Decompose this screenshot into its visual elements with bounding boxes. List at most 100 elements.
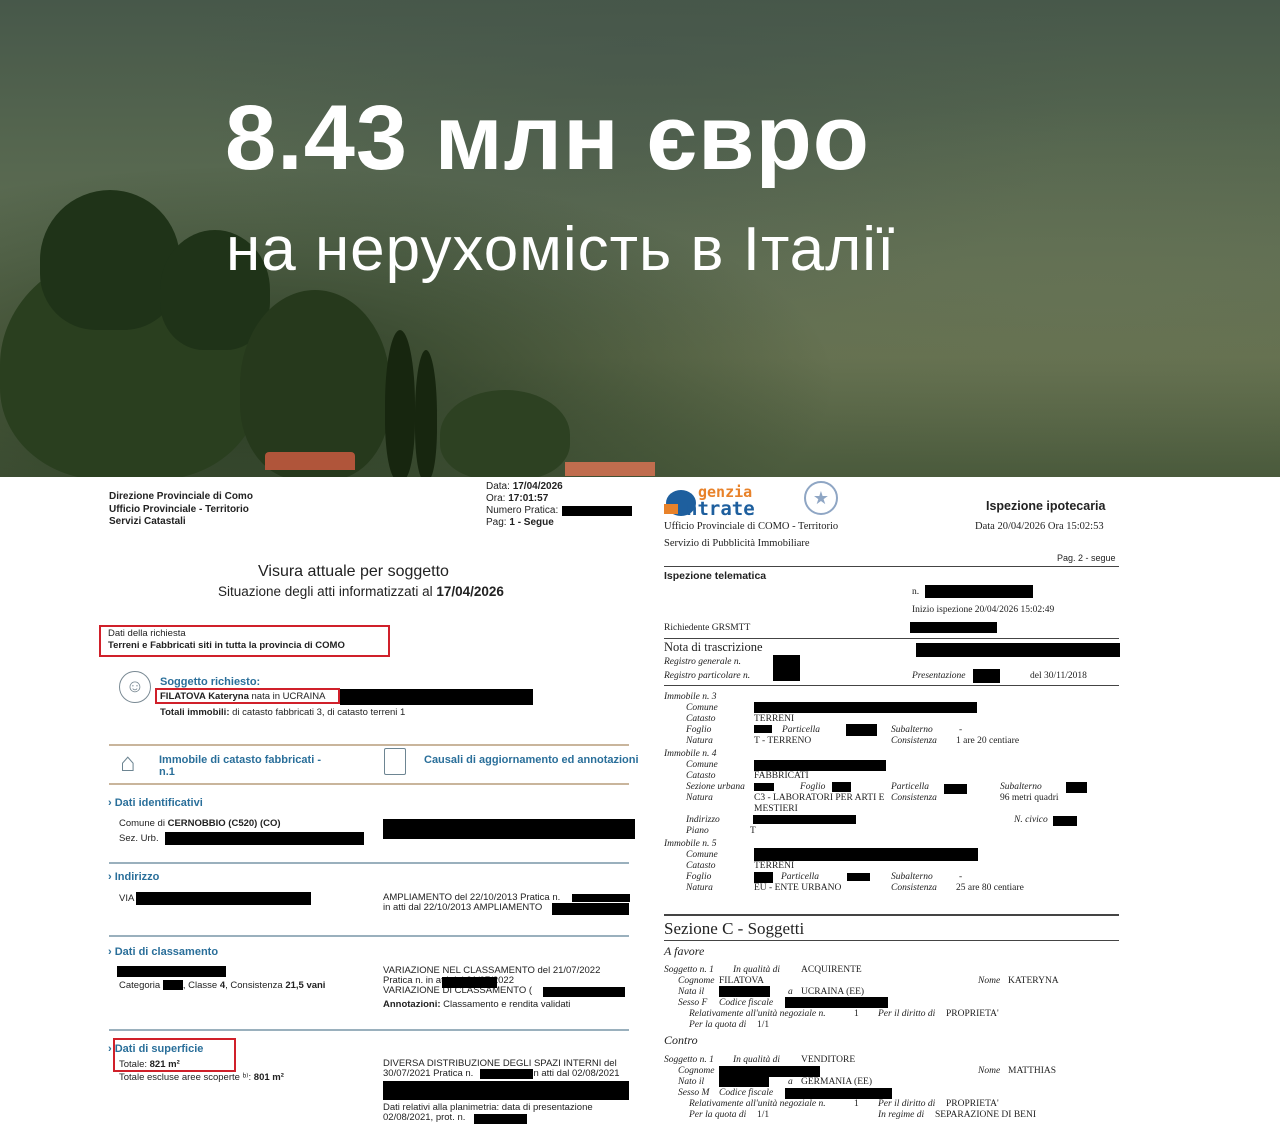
doc-date: 17/04/2026 xyxy=(512,481,563,492)
label: Foglio xyxy=(686,872,712,882)
highlight-box xyxy=(113,1038,236,1072)
label: Subalterno xyxy=(891,725,933,735)
name-value: KATERYNA xyxy=(1008,976,1059,986)
label: Per la quota di xyxy=(689,1020,747,1030)
headline: 8.43 млн євро xyxy=(225,87,871,189)
section-heading: Ispezione telematica xyxy=(664,570,767,582)
label: , Classe xyxy=(182,980,218,991)
classe-value: 4 xyxy=(219,980,226,991)
label: Pag: xyxy=(486,517,507,528)
label: Foglio xyxy=(800,782,826,792)
section-heading: Soggetto richiesto: xyxy=(160,676,261,688)
value: T xyxy=(750,826,756,836)
agenzia-entrate-logo: genzia ntrate ★ xyxy=(664,480,844,520)
label: Totale escluse aree scoperte ᵇ⁾: xyxy=(119,1072,252,1083)
label: Consistenza xyxy=(891,793,937,803)
update-text: DIVERSA DISTRIBUZIONE DEGLI SPAZI INTERN… xyxy=(383,1058,617,1069)
document-icon xyxy=(384,748,406,775)
update-text: VARIAZIONE DI CLASSAMENTO ( xyxy=(383,985,533,996)
label: Categoria xyxy=(119,980,161,991)
label: a xyxy=(788,1077,793,1087)
label: Annotazioni: xyxy=(383,999,441,1010)
label: Comune di xyxy=(119,818,165,829)
totals-value: di catasto fabbricati 3, di catasto terr… xyxy=(232,707,406,718)
date-value: del 30/11/2018 xyxy=(1030,671,1087,681)
label: Numero Pratica: xyxy=(486,505,559,516)
label: Natura xyxy=(686,793,713,803)
total-area-value: 821 m² xyxy=(149,1059,180,1070)
doc-title: Ispezione ipotecaria xyxy=(986,499,1106,513)
label: N. civico xyxy=(1014,815,1048,825)
value: FABBRICATI xyxy=(754,771,809,781)
value: MESTIERI xyxy=(754,804,798,814)
label: Totali immobili: xyxy=(160,707,230,718)
consistenza-value: 21,5 vani xyxy=(285,980,326,991)
value: 1 xyxy=(854,1009,859,1019)
label: Nato il xyxy=(678,1077,705,1087)
label: Comune xyxy=(686,760,718,770)
label: Consistenza xyxy=(891,883,937,893)
value: 1 are 20 centiare xyxy=(956,736,1020,746)
chevron-right-icon: › xyxy=(108,797,112,809)
value: T - TERRENO xyxy=(754,736,812,746)
label: Codice fiscale xyxy=(719,1088,774,1098)
label: Per la quota di xyxy=(689,1110,747,1120)
label: In qualità di xyxy=(733,965,780,975)
label: Foglio xyxy=(686,725,712,735)
label: Sezione urbana xyxy=(686,782,745,792)
update-text: VARIAZIONE NEL CLASSAMENTO del 21/07/202… xyxy=(383,965,601,976)
subject-birthplace: nata in UCRAINA xyxy=(251,691,326,702)
label: Natura xyxy=(686,736,713,746)
annotation-value: Classamento e rendita validati xyxy=(443,999,571,1010)
label: Nata il xyxy=(678,987,705,997)
value: - xyxy=(959,872,963,882)
label: Codice fiscale xyxy=(719,998,774,1008)
update-text: 30/07/2021 Pratica n. xyxy=(383,1068,474,1079)
label: a xyxy=(788,987,793,997)
label: Catasto xyxy=(686,771,716,781)
surname-value: FILATOVA xyxy=(719,976,765,986)
value: - xyxy=(959,725,963,735)
label: , Consistenza xyxy=(225,980,283,991)
label: Subalterno xyxy=(1000,782,1042,792)
label: In qualità di xyxy=(733,1055,780,1065)
section-heading: Dati di classamento xyxy=(114,946,219,958)
page-number: 1 - Segue xyxy=(509,517,554,528)
subsection-heading: Contro xyxy=(664,1033,698,1047)
property-heading: Immobile n. 5 xyxy=(664,839,717,849)
plan-text: Dati relativi alla planimetria: data di … xyxy=(383,1102,593,1113)
value: TERRENI xyxy=(754,714,795,724)
label: Indirizzo xyxy=(686,815,720,825)
label: Registro generale n. xyxy=(664,657,741,667)
office-line: Ufficio Provinciale di COMO - Territorio xyxy=(664,521,839,532)
update-text: AMPLIAMENTO del 22/10/2013 Pratica n. xyxy=(383,892,561,903)
birthplace-value: UCRAINA (EE) xyxy=(801,987,865,997)
label: VIA xyxy=(119,893,135,904)
doc-time: 17:01:57 xyxy=(508,493,549,504)
property-heading: Immobile n. 3 xyxy=(664,692,717,702)
label: Cognome xyxy=(678,1066,715,1076)
regime-value: SEPARAZIONE DI BENI xyxy=(935,1110,1036,1120)
section-heading: Nota di trascrizione xyxy=(664,640,763,654)
label: Sesso M xyxy=(678,1088,710,1098)
update-text: in atti dal 22/10/2013 AMPLIAMENTO xyxy=(383,902,543,913)
subheadline: на нерухомість в Італії xyxy=(226,215,896,284)
update-text: in atti dal 02/08/2021 xyxy=(531,1068,620,1079)
value: EU - ENTE URBANO xyxy=(754,883,842,893)
person-icon: ☺ xyxy=(119,671,151,703)
label: Per il diritto di xyxy=(878,1099,936,1109)
label: Particella xyxy=(781,872,819,882)
label: Soggetto n. 1 xyxy=(664,1055,714,1065)
area-excl-value: 801 m² xyxy=(253,1072,284,1083)
label: Catasto xyxy=(686,861,716,871)
section-heading: Immobile di catasto fabbricati - xyxy=(159,754,321,766)
label: In regime di xyxy=(878,1110,925,1120)
house-icon: ⌂ xyxy=(120,747,136,777)
doc-subtitle-date: 17/04/2026 xyxy=(436,584,504,599)
label: Soggetto n. 1 xyxy=(664,965,714,975)
property-heading: Immobile n. 4 xyxy=(664,749,717,759)
label: Per il diritto di xyxy=(878,1009,936,1019)
label: Sez. Urb. xyxy=(119,833,159,844)
birthplace-value: GERMANIA (EE) xyxy=(801,1077,872,1087)
label: Relativamente all'unità negoziale n. xyxy=(689,1099,826,1109)
